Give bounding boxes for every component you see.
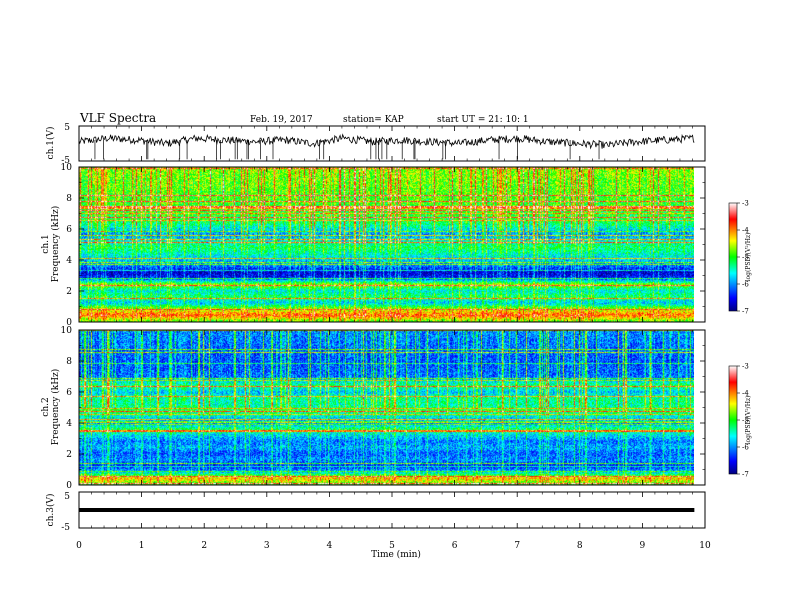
ch2-spectrogram-ylabel-channel: ch.2	[41, 397, 51, 416]
colorbar-tick-label: -5	[742, 417, 749, 425]
colorbar-tick-label: -7	[742, 308, 749, 316]
x-tick-label: 2	[201, 541, 207, 551]
ch1-spectrogram-yticks: 0 2 4 6 8 10	[61, 163, 705, 328]
y-tick-label: 2	[66, 287, 72, 297]
colorbar-tick-label: -6	[742, 281, 749, 289]
y-tick-label: 4	[66, 419, 72, 429]
y-tick-label: 0	[66, 318, 72, 328]
colorbar-tick-label: -6	[742, 444, 749, 452]
colorbar-ch1-ticks: -3 -4 -5 -6 -7	[737, 200, 749, 316]
ch1-waveform-panel: 5 -5 ch.1(V)	[45, 123, 706, 166]
y-tick-label: 6	[66, 388, 72, 398]
figure-date: Feb. 19, 2017	[250, 115, 313, 125]
ch2-spectrogram-ylabel-frequency: Frequency (kHz)	[50, 369, 61, 446]
colorbar-tick-label: -7	[742, 471, 749, 479]
y-tick-label: 4	[66, 256, 72, 266]
y-tick-label: 10	[61, 326, 73, 336]
x-tick-label: 3	[264, 541, 270, 551]
y-tick-label: 2	[66, 450, 72, 460]
figure-title: VLF Spectra	[79, 111, 156, 125]
ch1-waveform-spikes	[94, 140, 600, 160]
ch1-waveform-ylabel: ch.1(V)	[45, 127, 56, 160]
ch2-spectrogram-panel: 0 2 4 6 8 10 ch.2 Frequency (kHz)	[41, 326, 706, 491]
colorbar-tick-label: -5	[742, 254, 749, 262]
colorbar-ch1-label: log(PSD)(V²/Hz)	[745, 233, 752, 282]
ch1-spectrogram-ylabel-frequency: Frequency (kHz)	[50, 206, 61, 283]
ch3-waveform-ylabel: ch.3(V)	[45, 494, 56, 527]
x-tick-label: 4	[327, 541, 333, 551]
ch3-ytick-top: 5	[64, 492, 70, 502]
ch1-ytick-bottom: -5	[61, 156, 70, 166]
figure-start-time: start UT = 21: 10: 1	[437, 115, 529, 125]
colorbar-ch2-gradient	[728, 365, 738, 475]
ch1-spectrogram-ylabel-channel: ch.1	[41, 234, 51, 253]
colorbar-ch2-ticks: -3 -4 -5 -6 -7	[737, 363, 749, 479]
y-tick-label: 8	[66, 194, 72, 204]
x-tick-label: 5	[389, 541, 395, 551]
ch2-spectrogram-image	[79, 330, 694, 485]
x-tick-label: 9	[640, 541, 646, 551]
figure-station: station= KAP	[343, 115, 404, 125]
x-tick-label: 1	[139, 541, 145, 551]
ch1-ytick-top: 5	[64, 123, 70, 133]
y-tick-label: 10	[61, 163, 73, 173]
colorbar-tick-label: -3	[742, 200, 749, 208]
ch2-spectrogram-yticks: 0 2 4 6 8 10	[61, 326, 705, 491]
y-tick-label: 0	[66, 481, 72, 491]
ch1-spectrogram-panel: 0 2 4 6 8 10 ch.1 Frequency (kHz)	[41, 163, 706, 328]
ch3-ytick-bottom: -5	[61, 523, 70, 533]
y-tick-label: 8	[66, 357, 72, 367]
colorbar-ch1: -3 -4 -5 -6 -7 log(PSD)(V²/Hz)	[728, 200, 752, 316]
x-tick-label: 10	[699, 541, 711, 551]
time-axis-ticks: 0 1 2 3 4 5 6 7 8 9 10	[76, 126, 711, 551]
x-tick-label: 0	[76, 541, 82, 551]
ch1-waveform-line	[78, 133, 695, 150]
colorbar-ch2: -3 -4 -5 -6 -7 log(PSD)(V²/Hz)	[728, 363, 752, 479]
x-tick-label: 6	[452, 541, 458, 551]
ch1-spectrogram-image	[79, 167, 694, 322]
colorbar-ch1-gradient	[728, 202, 738, 312]
colorbar-ch2-label: log(PSD)(V²/Hz)	[745, 396, 752, 445]
y-tick-label: 6	[66, 225, 72, 235]
colorbar-tick-label: -4	[742, 390, 749, 398]
colorbar-tick-label: -4	[742, 227, 749, 235]
x-tick-label: 7	[514, 541, 520, 551]
ch3-waveform-panel: 5 -5 ch.3(V)	[45, 491, 706, 533]
colorbar-tick-label: -3	[742, 363, 749, 371]
time-axis-label: Time (min)	[371, 549, 421, 560]
x-tick-label: 8	[577, 541, 583, 551]
